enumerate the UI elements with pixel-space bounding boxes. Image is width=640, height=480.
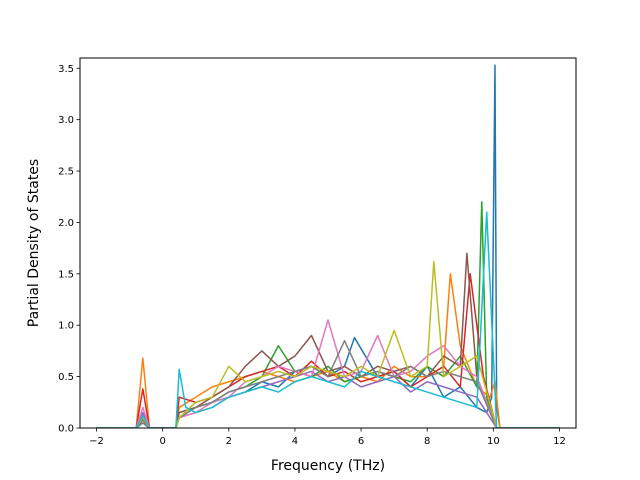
x-tick-label: −2 [89,436,104,447]
y-tick-label: 0.0 [58,424,74,435]
y-tick-label: 3.0 [58,115,74,126]
x-axis: −2 0 2 4 6 8 10 12 [89,428,566,447]
x-tick-label: 6 [358,436,364,447]
x-tick-label: 4 [292,436,298,447]
x-tick-label: 12 [553,436,566,447]
series-line-9 [96,260,560,428]
plot-area [80,58,576,428]
y-tick-label: 1.0 [58,321,74,332]
series-line-10 [96,211,560,428]
x-tick-label: 10 [487,436,500,447]
y-tick-label: 2.5 [58,167,74,178]
x-tick-label: 0 [159,436,165,447]
y-tick-label: 0.5 [58,372,74,383]
y-axis: 0.0 0.5 1.0 1.5 2.0 2.5 3.0 3.5 [58,64,80,435]
plot-frame [79,57,577,429]
y-axis-label: Partial Density of States [26,159,42,327]
series-layer [96,64,560,428]
y-tick-label: 2.0 [58,218,74,229]
x-tick-label: 8 [424,436,430,447]
y-tick-label: 1.5 [58,269,74,280]
y-tick-label: 3.5 [58,64,74,75]
x-axis-label: Frequency (THz) [271,458,385,474]
x-tick-label: 2 [226,436,232,447]
